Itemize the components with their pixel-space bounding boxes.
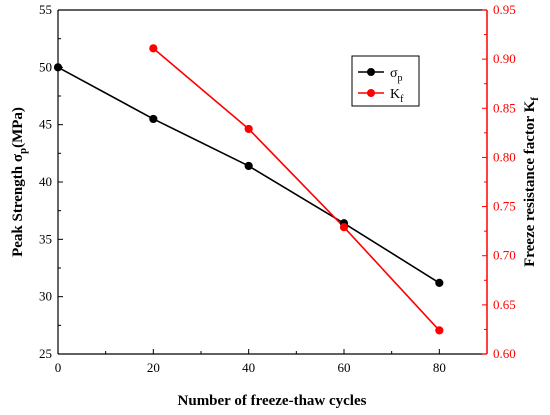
legend-k-label: Kf bbox=[390, 87, 404, 105]
y-left-tick-label: 55 bbox=[39, 2, 52, 17]
series-point-1 bbox=[149, 44, 158, 53]
y-axis-left-title: Peak Strength σp(MPa) bbox=[10, 107, 29, 257]
series-point-0 bbox=[53, 63, 63, 72]
y-right-title-sub: f bbox=[529, 97, 541, 101]
y-right-tick-label: 0.75 bbox=[493, 199, 516, 214]
legend-box bbox=[351, 55, 420, 107]
legend-k-sub: f bbox=[400, 94, 404, 105]
y-right-tick-label: 0.90 bbox=[493, 51, 516, 66]
y-left-title-unit: (MPa) bbox=[10, 107, 26, 148]
y-left-tick-label: 35 bbox=[39, 231, 52, 246]
y-right-tick-label: 0.85 bbox=[493, 100, 516, 115]
y-right-tick-label: 0.80 bbox=[493, 149, 516, 164]
series-point-0 bbox=[244, 161, 253, 171]
y-left-title-main: Peak Strength σ bbox=[10, 153, 26, 257]
series-point-1 bbox=[244, 124, 253, 134]
legend: σp Kf bbox=[351, 55, 420, 107]
legend-sigma-label: σp bbox=[390, 66, 403, 84]
series-point-0 bbox=[435, 278, 444, 288]
y-right-tick-label: 0.70 bbox=[493, 248, 516, 263]
y-left-tick-label: 50 bbox=[39, 59, 52, 74]
x-tick-label: 60 bbox=[338, 360, 351, 375]
y-right-title-main: Freeze resistance factor K bbox=[522, 100, 538, 267]
y-right-tick-label: 0.95 bbox=[493, 2, 516, 17]
y-left-tick-label: 40 bbox=[39, 174, 52, 189]
y-left-title-sub: p bbox=[17, 148, 29, 154]
x-tick-label: 40 bbox=[242, 360, 255, 375]
y-axis-right-title: Freeze resistance factor Kf bbox=[522, 97, 541, 267]
y-right-tick-label: 0.60 bbox=[493, 346, 516, 361]
y-left-tick-label: 45 bbox=[39, 117, 52, 132]
legend-sigma-sub: p bbox=[398, 73, 403, 84]
legend-sigma-main: σ bbox=[390, 66, 398, 81]
series-point-0 bbox=[149, 114, 158, 124]
legend-k-marker bbox=[367, 89, 375, 97]
x-tick-label: 20 bbox=[147, 360, 160, 375]
series-point-1 bbox=[339, 223, 349, 232]
y-left-tick-label: 25 bbox=[39, 346, 52, 361]
legend-sigma-marker bbox=[367, 68, 375, 76]
x-tick-label: 80 bbox=[433, 360, 446, 375]
series-line-1 bbox=[152, 47, 440, 331]
legend-k-main: K bbox=[390, 87, 400, 102]
x-axis-title: Number of freeze-thaw cycles bbox=[178, 393, 367, 409]
x-tick-label: 0 bbox=[55, 360, 62, 375]
y-right-tick-label: 0.65 bbox=[493, 297, 516, 312]
series-point-1 bbox=[435, 326, 444, 335]
y-left-tick-label: 30 bbox=[39, 289, 52, 304]
